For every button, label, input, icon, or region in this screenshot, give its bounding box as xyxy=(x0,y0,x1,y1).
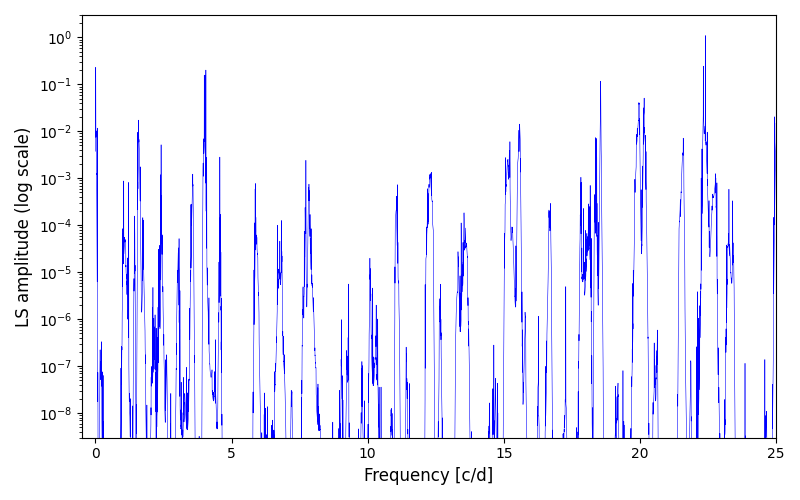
X-axis label: Frequency [c/d]: Frequency [c/d] xyxy=(364,467,494,485)
Y-axis label: LS amplitude (log scale): LS amplitude (log scale) xyxy=(15,126,33,326)
